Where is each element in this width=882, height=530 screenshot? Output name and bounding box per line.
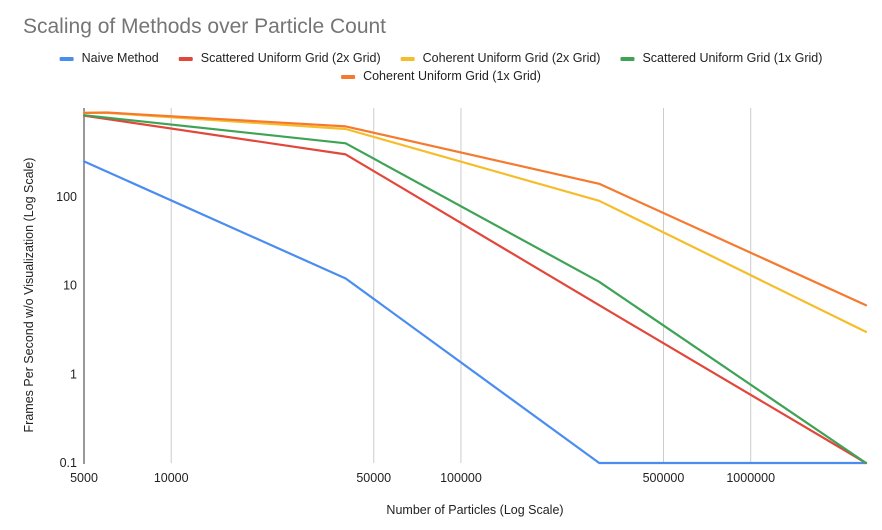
legend-label: Scattered Uniform Grid (2x Grid) bbox=[201, 51, 381, 65]
legend-label: Naive Method bbox=[82, 51, 159, 65]
y-tick-label: 1 bbox=[70, 367, 77, 381]
legend-swatch bbox=[178, 57, 193, 61]
x-tick-label: 1000000 bbox=[726, 471, 775, 485]
x-tick-label: 500000 bbox=[643, 471, 685, 485]
legend-swatch bbox=[341, 75, 356, 79]
x-tick-label: 5000 bbox=[70, 471, 98, 485]
grid-lines bbox=[83, 108, 752, 464]
series-line bbox=[82, 111, 868, 307]
legend-label: Coherent Uniform Grid (2x Grid) bbox=[423, 51, 601, 65]
series-line bbox=[82, 114, 868, 465]
legend-label: Scattered Uniform Grid (1x Grid) bbox=[642, 51, 822, 65]
series-line bbox=[82, 111, 868, 333]
legend-item: Naive Method bbox=[59, 51, 159, 65]
legend: Naive Method Scattered Uniform Grid (2x G… bbox=[59, 51, 822, 83]
legend-swatch bbox=[400, 57, 415, 61]
legend-item: Coherent Uniform Grid (1x Grid) bbox=[341, 69, 541, 83]
legend-item: Scattered Uniform Grid (1x Grid) bbox=[620, 51, 822, 65]
x-axis-title: Number of Particles (Log Scale) bbox=[386, 503, 563, 517]
y-tick-label: 100 bbox=[56, 190, 77, 204]
series-line bbox=[82, 114, 868, 465]
x-tick-label: 10000 bbox=[154, 471, 189, 485]
plot-series bbox=[82, 111, 868, 465]
x-axis-ticks: 5000 10000 50000 100000 500000 1000000 bbox=[70, 471, 775, 485]
y-tick-label: 10 bbox=[63, 279, 77, 293]
legend-swatch bbox=[620, 57, 635, 61]
y-tick-label: 0.1 bbox=[60, 456, 77, 470]
legend-label: Coherent Uniform Grid (1x Grid) bbox=[363, 69, 541, 83]
y-axis-title: Frames Per Second w/o Visualization (Log… bbox=[22, 158, 36, 433]
legend-item: Scattered Uniform Grid (2x Grid) bbox=[178, 51, 381, 65]
chart-title: Scaling of Methods over Particle Count bbox=[23, 15, 386, 38]
x-tick-label: 100000 bbox=[440, 471, 482, 485]
legend-swatch bbox=[59, 57, 74, 61]
series-line bbox=[82, 160, 868, 465]
y-axis-ticks: 0.1 1 10 100 bbox=[56, 190, 77, 470]
legend-item: Coherent Uniform Grid (2x Grid) bbox=[400, 51, 601, 65]
x-tick-label: 50000 bbox=[356, 471, 391, 485]
